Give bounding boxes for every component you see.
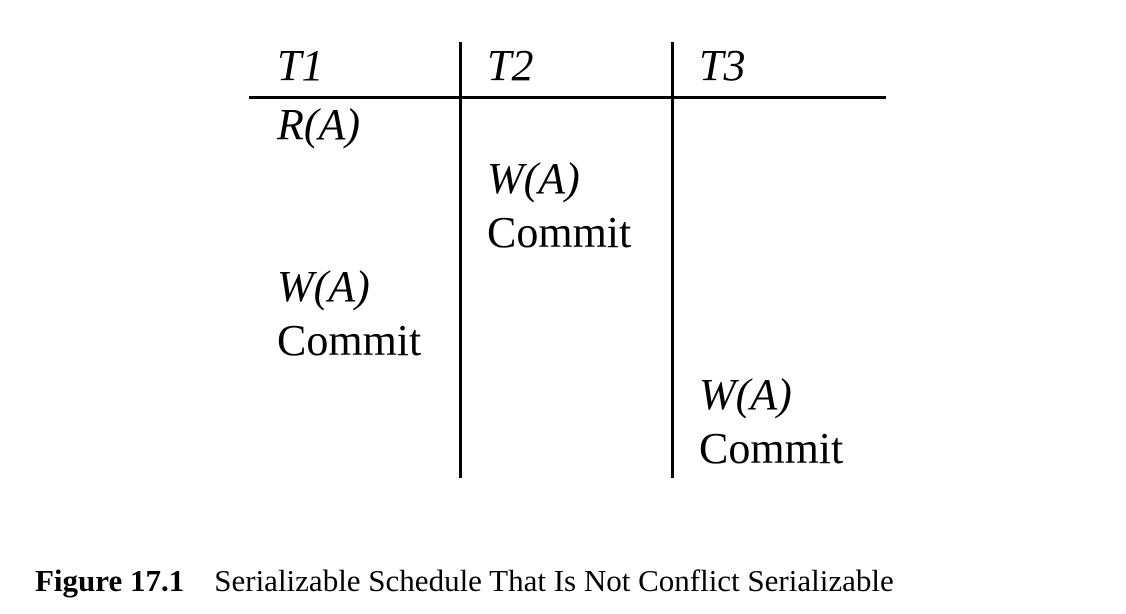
header-t1: T1 <box>277 41 324 90</box>
t1-write-a: W(A) <box>277 262 370 311</box>
column-divider-2 <box>671 42 674 478</box>
header-t3: T3 <box>699 41 746 90</box>
figure-caption: Figure 17.1 Serializable Schedule That Is… <box>35 565 894 596</box>
t3-commit: Commit <box>699 424 844 473</box>
t2-commit: Commit <box>487 208 632 257</box>
t2-write-a: W(A) <box>487 154 580 203</box>
figure-caption-text: Serializable Schedule That Is Not Confli… <box>214 563 894 598</box>
t3-write-a: W(A) <box>699 370 792 419</box>
column-divider-1 <box>459 42 462 478</box>
figure-label: Figure 17.1 <box>35 563 185 598</box>
header-rule <box>249 96 886 99</box>
t1-read-a: R(A) <box>277 100 361 149</box>
schedule-table: T1 T2 T3 R(A) W(A) Commit W(A) Commit W(… <box>249 41 886 478</box>
header-t2: T2 <box>487 41 534 90</box>
t1-commit: Commit <box>277 316 422 365</box>
